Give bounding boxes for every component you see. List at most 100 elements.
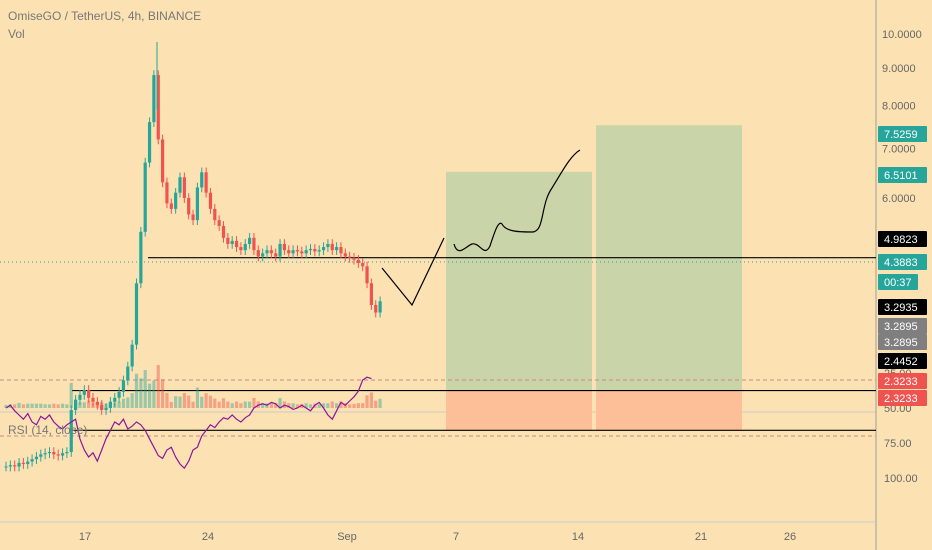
volume-bar — [34, 403, 39, 408]
candle-body — [374, 304, 378, 313]
volume-bar — [174, 396, 178, 408]
candle-body — [17, 462, 21, 467]
volume-bar — [65, 404, 69, 408]
candle-body — [378, 301, 382, 313]
candle-body — [78, 394, 82, 400]
volume-bar — [278, 398, 282, 408]
volume-bar — [100, 402, 104, 408]
candle-body — [317, 250, 321, 252]
volume-bar — [130, 393, 134, 408]
volume-bar — [26, 403, 30, 408]
candle-body — [274, 253, 278, 257]
candle-body — [287, 250, 291, 254]
price-tag-bg — [878, 274, 918, 290]
projection-line — [381, 237, 445, 307]
volume-bar — [78, 402, 82, 408]
candle-body — [69, 410, 73, 452]
candle-body — [330, 243, 334, 251]
volume-bar — [60, 403, 65, 408]
candle-body — [195, 187, 199, 221]
candle-body — [200, 172, 204, 188]
candle-body — [187, 198, 191, 215]
candle-body — [252, 237, 256, 251]
volume-bar — [369, 392, 373, 408]
price-tag-bg — [878, 231, 927, 247]
candle-body — [39, 454, 43, 457]
candle-body — [56, 454, 60, 456]
candle-body — [165, 182, 169, 204]
volume-bar — [169, 401, 173, 408]
volume-bar — [261, 403, 265, 408]
volume-bar — [165, 392, 169, 408]
volume-bar — [56, 404, 60, 408]
candle-body — [65, 451, 69, 454]
price-tag-label: 3.2935 — [884, 302, 918, 314]
candle-body — [313, 248, 317, 252]
volume-bar — [234, 401, 239, 408]
volume-bar — [43, 404, 47, 408]
candle-body — [43, 453, 47, 455]
volume-bar — [248, 401, 252, 408]
candle-body — [226, 237, 230, 244]
candle-body — [161, 139, 165, 183]
price-tag-bg — [878, 373, 927, 389]
volume-bar — [308, 404, 313, 408]
candle-body — [130, 344, 134, 367]
candle-body — [243, 243, 247, 251]
candle-body — [178, 177, 182, 193]
candle-body — [30, 459, 34, 462]
volume-bar — [104, 403, 108, 408]
candle-body — [134, 283, 139, 345]
rsi-tick-label: 75.00 — [884, 438, 912, 450]
volume-bar — [378, 398, 382, 408]
price-tag-label: 6.5101 — [884, 170, 918, 182]
volume-bar — [361, 403, 365, 408]
volume-bar — [352, 403, 356, 408]
candle-body — [295, 250, 300, 252]
volume-bar — [208, 395, 213, 408]
candle-body — [47, 451, 52, 454]
volume-bar — [252, 397, 256, 408]
volume-bar — [161, 379, 165, 408]
candle-body — [147, 122, 152, 163]
rsi-line — [5, 376, 372, 470]
rsi-label: RSI (14, close) — [8, 423, 88, 437]
candle-body — [291, 250, 295, 254]
price-tag-bg — [878, 390, 927, 406]
volume-bar — [221, 398, 226, 408]
volume-bar — [226, 401, 230, 408]
volume-bar — [4, 405, 8, 408]
candle-body — [365, 266, 369, 284]
time-tick-label: 7 — [453, 531, 459, 543]
volume-bar — [269, 403, 273, 408]
candle-body — [356, 259, 360, 264]
candle-body — [348, 256, 352, 258]
candle-body — [300, 251, 304, 254]
candle-body — [169, 203, 173, 209]
candle-body — [91, 397, 95, 402]
volume-bar — [134, 373, 139, 408]
volume-bar — [91, 402, 95, 408]
volume-bar — [82, 402, 86, 408]
price-tick-label: 8.0000 — [882, 101, 916, 113]
candle-body — [121, 380, 126, 392]
price-tag-bg — [878, 126, 927, 142]
volume-bar — [295, 404, 300, 408]
volume-bar — [108, 401, 112, 408]
volume-bar — [274, 403, 278, 408]
volume-bar — [243, 401, 247, 408]
candle-body — [152, 75, 156, 123]
time-tick-label: 24 — [202, 531, 214, 543]
candle-body — [13, 465, 17, 467]
volume-bar — [317, 404, 321, 408]
volume-bar — [195, 387, 199, 408]
candle-body — [156, 75, 160, 140]
price-tag-label: 2.3233 — [884, 393, 918, 405]
volume-bar — [291, 403, 295, 408]
volume-bar — [178, 396, 182, 408]
volume-bar — [69, 382, 73, 408]
candle-body — [369, 283, 373, 305]
volume-bar — [156, 365, 160, 408]
price-tag-bg — [878, 299, 927, 315]
